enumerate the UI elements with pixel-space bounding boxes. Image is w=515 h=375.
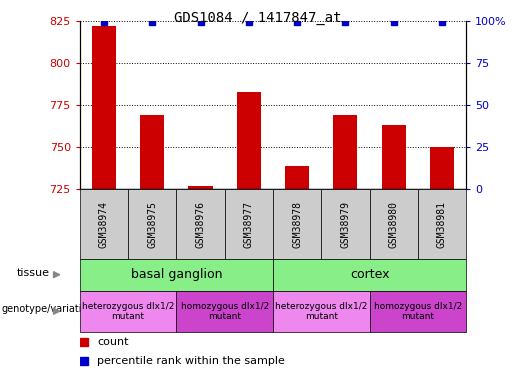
Bar [140, 115, 164, 189]
Text: tissue: tissue [16, 268, 49, 278]
Bar [369, 291, 466, 332]
Text: count: count [97, 337, 129, 347]
Text: basal ganglion: basal ganglion [131, 268, 222, 281]
Bar [273, 291, 369, 332]
Bar [333, 115, 357, 189]
Bar [80, 189, 128, 259]
Bar [237, 92, 261, 189]
Text: genotype/variation: genotype/variation [2, 304, 94, 314]
Text: heterozygous dlx1/2
mutant: heterozygous dlx1/2 mutant [82, 302, 174, 321]
Bar [80, 259, 273, 291]
Bar [92, 26, 116, 189]
Bar [176, 189, 225, 259]
Text: GSM38979: GSM38979 [340, 201, 350, 248]
Bar [176, 291, 273, 332]
Bar [321, 189, 369, 259]
Text: GSM38976: GSM38976 [196, 201, 205, 248]
Bar [382, 125, 406, 189]
Bar [418, 189, 466, 259]
Bar [80, 291, 176, 332]
Text: GSM38978: GSM38978 [292, 201, 302, 248]
Bar [225, 189, 273, 259]
Bar [273, 189, 321, 259]
Text: GSM38975: GSM38975 [147, 201, 157, 248]
Bar [285, 166, 309, 189]
Text: GSM38977: GSM38977 [244, 201, 254, 248]
Bar [369, 189, 418, 259]
Text: GSM38974: GSM38974 [99, 201, 109, 248]
Bar [273, 259, 466, 291]
Text: homozygous dlx1/2
mutant: homozygous dlx1/2 mutant [181, 302, 269, 321]
Bar [128, 189, 176, 259]
Text: GSM38981: GSM38981 [437, 201, 447, 248]
Text: GDS1084 / 1417847_at: GDS1084 / 1417847_at [174, 11, 341, 25]
Bar [188, 186, 213, 189]
Text: homozygous dlx1/2
mutant: homozygous dlx1/2 mutant [374, 302, 462, 321]
Text: cortex: cortex [350, 268, 389, 281]
Text: percentile rank within the sample: percentile rank within the sample [97, 356, 285, 366]
Text: heterozygous dlx1/2
mutant: heterozygous dlx1/2 mutant [275, 302, 367, 321]
Bar [430, 147, 454, 189]
Text: GSM38980: GSM38980 [389, 201, 399, 248]
